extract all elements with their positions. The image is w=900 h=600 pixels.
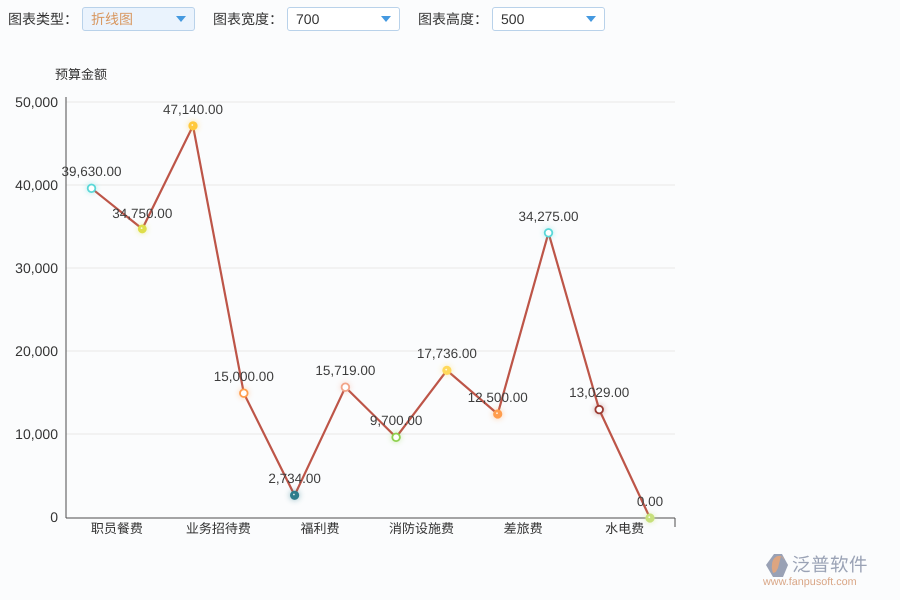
svg-text:15,719.00: 15,719.00 (315, 363, 375, 378)
svg-text:10,000: 10,000 (15, 426, 58, 442)
svg-text:www.fanpusoft.com: www.fanpusoft.com (762, 576, 857, 588)
svg-text:47,140.00: 47,140.00 (163, 102, 223, 117)
svg-text:水电费: 水电费 (605, 521, 644, 536)
svg-text:2,734.00: 2,734.00 (268, 471, 321, 486)
svg-text:消防设施费: 消防设施费 (389, 521, 454, 536)
svg-text:0: 0 (50, 509, 58, 525)
svg-text:9,700.00: 9,700.00 (370, 413, 423, 428)
svg-text:业务招待费: 业务招待费 (186, 521, 251, 536)
svg-text:差旅费: 差旅费 (504, 521, 543, 536)
svg-text:34,750.00: 34,750.00 (112, 206, 172, 221)
svg-text:13,029.00: 13,029.00 (569, 385, 629, 400)
svg-text:30,000: 30,000 (15, 260, 58, 276)
svg-text:0.00: 0.00 (637, 494, 663, 509)
svg-text:12,500.00: 12,500.00 (468, 390, 528, 405)
svg-text:34,275.00: 34,275.00 (518, 209, 578, 224)
svg-text:50,000: 50,000 (15, 94, 58, 110)
svg-text:福利费: 福利费 (300, 521, 339, 536)
svg-text:39,630.00: 39,630.00 (61, 164, 121, 179)
svg-text:40,000: 40,000 (15, 177, 58, 193)
svg-text:职员餐费: 职员餐费 (91, 521, 143, 536)
svg-text:17,736.00: 17,736.00 (417, 346, 477, 361)
svg-text:泛普软件: 泛普软件 (792, 554, 868, 575)
svg-text:20,000: 20,000 (15, 343, 58, 359)
svg-text:15,000.00: 15,000.00 (214, 369, 274, 384)
